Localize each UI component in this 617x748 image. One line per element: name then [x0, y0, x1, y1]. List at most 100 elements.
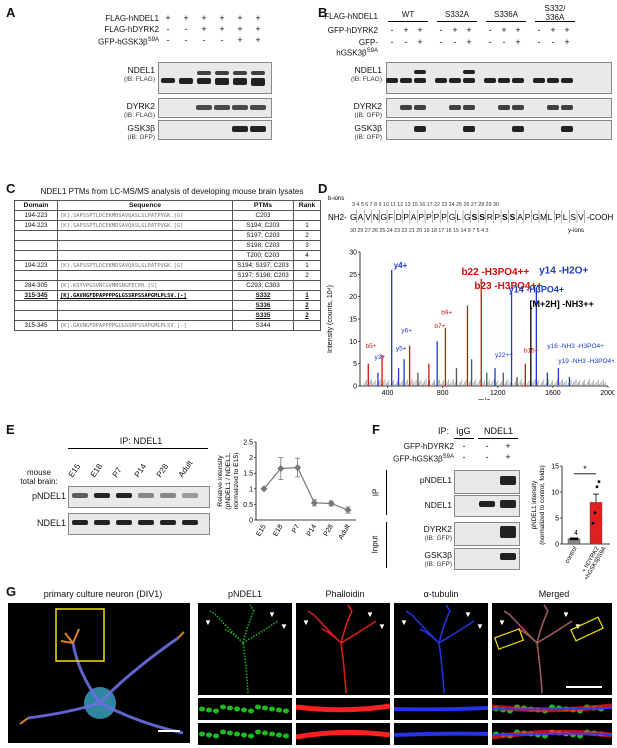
- e-ndel1-band: [182, 520, 198, 525]
- ptm-row: 315-345 [K].GAVNGFDPAPPPPGLGSSRPSSAPGMLPL…: [14, 320, 321, 331]
- ptm-sequence: [K].KSYVPGSVNCGVMNSNGPECPR.[S]: [57, 280, 233, 291]
- g-pndel1-puncta: [262, 705, 268, 711]
- a-row-label: FLAG-hNDEL1: [14, 14, 159, 23]
- f-y-tick-label: 0: [555, 542, 559, 549]
- g-pndel1-puncta: [255, 729, 261, 735]
- b-lane-symbol: +: [417, 37, 423, 47]
- b-ndel1-band: [400, 78, 412, 83]
- d-sequence-residue: L: [456, 212, 461, 222]
- e-pndel1-band: [138, 493, 154, 498]
- g-pndel1-puncta: [269, 731, 275, 737]
- f-ip-ndel1-line: [478, 438, 518, 439]
- ptm-row: 194-223 [K].SAPSSPTLDCEKMDSAVQASLSLPATPVG…: [14, 220, 321, 231]
- a-lane-symbol: +: [237, 24, 243, 34]
- e-x-tick-label: P28: [323, 523, 335, 537]
- b-ndel1-band: [449, 78, 461, 83]
- g-pndel1-puncta: [199, 706, 205, 712]
- f-blot-label: DYRK2 (IB: GFP): [394, 525, 452, 543]
- f-data-point: [573, 537, 577, 541]
- g-arrowhead: ▼: [400, 618, 408, 627]
- b-row-label: GFP-hDYRK2: [318, 26, 378, 35]
- b-lane-symbol: -: [390, 37, 394, 47]
- ptm-sequence: [57, 230, 233, 241]
- g-pndel1-puncta: [276, 732, 282, 738]
- ptm-rank: 2: [293, 270, 321, 281]
- b-lane-symbol: -: [390, 25, 394, 35]
- g-merged-zoom-box: [570, 616, 604, 642]
- g-zoom-strip-drawing: [199, 704, 289, 714]
- f-blot-label: NDEL1: [394, 501, 452, 510]
- ptm-domain: 194-223: [14, 260, 58, 271]
- ptm-domain: [14, 270, 58, 281]
- ptm-row: S335 2: [14, 310, 321, 321]
- f-ip-label: IP:: [438, 426, 450, 436]
- d-sequence-residue: G: [464, 212, 471, 222]
- d-sequence-residue: P: [426, 212, 432, 222]
- f-y-tick-label: 10: [551, 490, 559, 497]
- ptm-domain: [14, 310, 58, 321]
- e-y-axis-label: normalized to E15): [233, 452, 240, 509]
- g-arrowhead: ▼: [498, 618, 506, 627]
- b-lane-symbol: -: [537, 25, 541, 35]
- d-peak-annotation: y6+: [401, 327, 412, 334]
- f-data-point: [593, 511, 597, 515]
- d-sequence-residue: N: [373, 212, 379, 222]
- g-merged-image: ▼ ▼ ▼: [492, 603, 612, 695]
- a-lane-symbol: +: [201, 13, 207, 23]
- b-blot-label-name: GSK3β: [354, 123, 382, 133]
- b-group-label: WT: [401, 10, 415, 19]
- panel-f-label: F: [372, 422, 380, 437]
- a-row-label-text: GFP-hGSK3β: [98, 37, 148, 47]
- d-sequence-residue: D: [396, 212, 402, 222]
- ptm-sequence: [57, 240, 233, 251]
- f-lane-symbol: -: [462, 441, 466, 451]
- d-y-tick-label: 30: [349, 250, 357, 257]
- b-lane-symbol: +: [564, 25, 570, 35]
- g-arrowhead: ▼: [378, 622, 386, 631]
- ptm-domain: [14, 240, 58, 251]
- a-dyrk2-band: [214, 105, 230, 110]
- d-x-tick-label: 2000: [600, 390, 614, 397]
- a-blot-label: NDEL1 (IB: FLAG): [60, 66, 155, 84]
- ptm-domain: [14, 250, 58, 261]
- g-tubulin-image: ▼ ▼ ▼: [394, 603, 488, 695]
- a-gsk3b-band: [250, 126, 266, 132]
- d-sequence-residue: G: [380, 212, 387, 222]
- d-peak-annotation: b9+: [441, 310, 452, 317]
- a-ndel1-upper-band: [233, 71, 247, 75]
- a-blot-label-ib: (IB: FLAG): [123, 76, 155, 83]
- f-y-tick-label: 15: [551, 464, 559, 471]
- a-lane-symbol: +: [165, 13, 171, 23]
- f-y-axis-label: pNDEL1 intensity: [531, 480, 538, 530]
- ptm-sequence: [K].SAPSSPTLDCEKMDSAVQASLSLPATPVGK.[G]: [57, 210, 233, 221]
- g-pndel1-puncta: [248, 733, 254, 739]
- panel-e-label: E: [6, 422, 15, 437]
- b-lane-symbol: +: [452, 25, 458, 35]
- b-ndel1-band: [484, 78, 496, 83]
- ptm-domain: 315-345: [14, 320, 58, 331]
- a-lane-symbol: -: [220, 35, 224, 45]
- e-x-tick-label: Adult: [338, 523, 352, 540]
- g-merged-zoom-box: [493, 628, 525, 650]
- f-side-ip: IP: [371, 488, 381, 497]
- d-peak-annotation: y3+: [374, 354, 385, 361]
- b-ndel1-band: [463, 78, 475, 83]
- b-blot-label: NDEL1 (IB: FLAG): [318, 66, 382, 84]
- a-dyrk2-band: [196, 105, 212, 110]
- g-zoom-strip: [492, 698, 612, 720]
- b-ndel1-band: [512, 78, 524, 83]
- d-sequence-residue: A: [411, 212, 417, 222]
- g-tubulin-strand: [492, 732, 612, 736]
- g-pndel1-puncta: [269, 706, 275, 712]
- f-lane-symbol: +: [505, 441, 511, 451]
- b-ndel1-band: [386, 78, 398, 83]
- a-blot-label: GSK3β (IB: GFP): [60, 124, 155, 142]
- a-blot-3: [158, 120, 272, 140]
- d-y-tick-label: 15: [349, 317, 357, 324]
- e-lane-label: P7: [110, 465, 124, 479]
- ptm-row: T200; C203 4: [14, 250, 321, 261]
- b-row-label-text: GFP-hDYRK2: [327, 26, 378, 35]
- ptm-rank: 1: [293, 220, 321, 231]
- f-data-point: [575, 537, 579, 541]
- f-row-label: GFP-hGSK3βS9A: [372, 453, 454, 464]
